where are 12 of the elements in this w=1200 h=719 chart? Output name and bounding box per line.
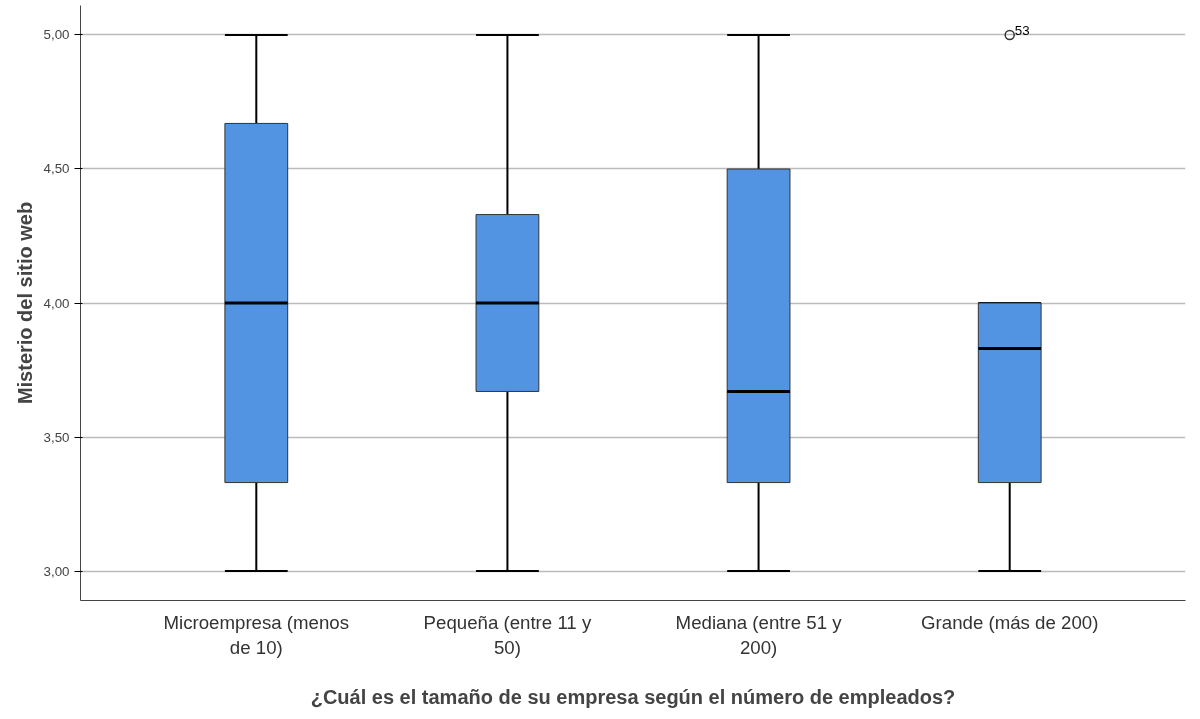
y-tick-label: 5,00 [43,27,70,43]
annotation: 53 [1014,22,1030,38]
y-tick-label: 3,50 [43,429,70,445]
x-axis-title: ¿Cuál es el tamaño de su empresa según el número de empleados? [310,685,956,708]
x-tick-label: Microempresa (menos de 10) [163,611,350,658]
y-axis-title: Misterio del sitio web [13,201,36,405]
y-tick-label: 4,00 [43,295,70,311]
x-tick-label: Pequeña (entre 11 y 50) [423,611,592,658]
x-tick-label: Mediana (entre 51 y 200) [675,611,843,658]
y-tick-label: 4,50 [43,161,70,177]
x-tick-label: Grande (más de 200) [921,611,1099,633]
y-tick-label: 3,00 [43,563,70,579]
